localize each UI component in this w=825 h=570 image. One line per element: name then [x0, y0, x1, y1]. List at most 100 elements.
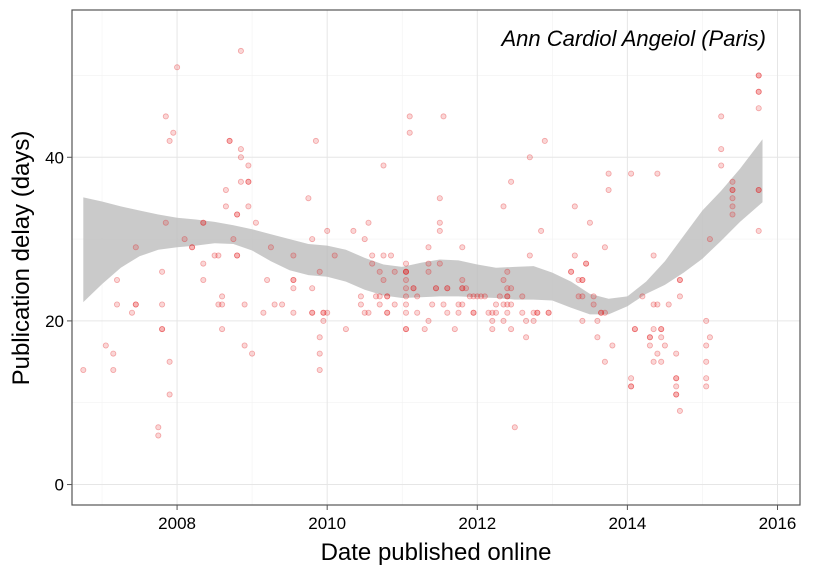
- data-point: [234, 211, 241, 218]
- data-point: [504, 285, 511, 292]
- data-point: [703, 358, 710, 365]
- data-point: [661, 342, 668, 349]
- data-point: [357, 293, 364, 300]
- data-point: [380, 276, 387, 283]
- data-point: [673, 391, 680, 398]
- data-point: [226, 137, 233, 144]
- data-point: [436, 227, 443, 234]
- data-point: [316, 268, 323, 275]
- data-point: [519, 309, 526, 316]
- data-point: [523, 334, 530, 341]
- data-point: [174, 64, 181, 71]
- data-point: [579, 317, 586, 324]
- data-point: [159, 326, 166, 333]
- data-point: [114, 276, 121, 283]
- data-point: [237, 178, 244, 185]
- y-axis-title: Publication delay (days): [8, 131, 35, 386]
- data-point: [609, 342, 616, 349]
- data-point: [110, 350, 117, 357]
- data-point: [384, 293, 391, 300]
- data-point: [211, 252, 218, 259]
- data-point: [545, 309, 552, 316]
- data-point: [673, 391, 680, 398]
- data-point: [166, 137, 173, 144]
- data-point: [342, 326, 349, 333]
- data-point: [477, 293, 484, 300]
- data-point: [658, 334, 665, 341]
- panel-border: [71, 9, 801, 506]
- data-point: [316, 334, 323, 341]
- y-tick-label: 40: [45, 148, 64, 167]
- data-point: [226, 137, 233, 144]
- data-point: [402, 260, 409, 267]
- data-point: [459, 301, 466, 308]
- data-point: [526, 154, 533, 161]
- data-point: [132, 301, 139, 308]
- data-point: [237, 146, 244, 153]
- data-point: [376, 293, 383, 300]
- data-point: [414, 309, 421, 316]
- data-point: [755, 186, 762, 193]
- data-point: [159, 268, 166, 275]
- data-point: [504, 293, 511, 300]
- data-point: [628, 383, 635, 390]
- data-point: [470, 293, 477, 300]
- data-point: [245, 162, 252, 169]
- data-point: [365, 219, 372, 226]
- data-point: [568, 268, 575, 275]
- data-point: [646, 342, 653, 349]
- data-point: [676, 407, 683, 414]
- data-point: [241, 342, 248, 349]
- data-point: [575, 293, 582, 300]
- data-point: [384, 309, 391, 316]
- data-point: [451, 326, 458, 333]
- data-point: [200, 219, 207, 226]
- data-point: [444, 309, 451, 316]
- data-point: [504, 309, 511, 316]
- data-point: [237, 47, 244, 54]
- data-point: [309, 285, 316, 292]
- data-point: [369, 252, 376, 259]
- data-point: [155, 432, 162, 439]
- data-point: [440, 301, 447, 308]
- data-point: [429, 301, 436, 308]
- data-point: [219, 326, 226, 333]
- data-point: [80, 366, 87, 373]
- data-point: [755, 72, 762, 79]
- data-point: [538, 227, 545, 234]
- data-point: [249, 350, 256, 357]
- data-point: [628, 170, 635, 177]
- data-point: [646, 334, 653, 341]
- data-point: [455, 301, 462, 308]
- data-point: [365, 309, 372, 316]
- data-point: [181, 236, 188, 243]
- data-point: [459, 276, 466, 283]
- data-point: [658, 326, 665, 333]
- data-point: [571, 252, 578, 259]
- data-point: [402, 276, 409, 283]
- data-point: [189, 244, 196, 251]
- x-tick-label: 2008: [158, 514, 196, 533]
- data-point: [402, 285, 409, 292]
- x-axis: 2008 2010 2012 2014 2016: [158, 505, 796, 533]
- data-point: [706, 236, 713, 243]
- data-point: [402, 301, 409, 308]
- data-point: [402, 309, 409, 316]
- data-point: [132, 301, 139, 308]
- data-point: [504, 301, 511, 308]
- data-point: [676, 276, 683, 283]
- data-point: [234, 252, 241, 259]
- data-point: [166, 358, 173, 365]
- data-point: [320, 309, 327, 316]
- x-tick-label: 2010: [308, 514, 346, 533]
- data-point: [162, 113, 169, 120]
- data-point: [324, 227, 331, 234]
- data-point: [646, 334, 653, 341]
- data-point: [410, 285, 417, 292]
- data-point: [331, 252, 338, 259]
- data-point: [361, 309, 368, 316]
- data-point: [673, 375, 680, 382]
- data-point: [718, 113, 725, 120]
- data-point: [350, 227, 357, 234]
- data-point: [219, 301, 226, 308]
